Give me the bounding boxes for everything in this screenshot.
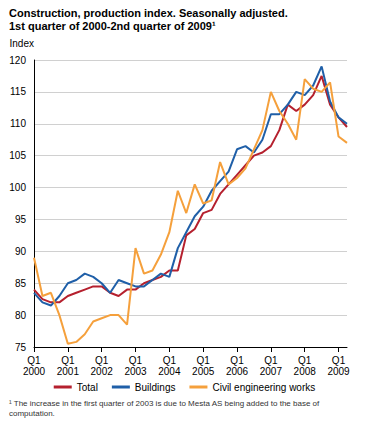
svg-text:Total: Total [77,382,98,393]
svg-text:2003: 2003 [124,366,147,377]
svg-text:2000: 2000 [23,366,46,377]
svg-text:2001: 2001 [57,366,80,377]
svg-text:Q1: Q1 [61,355,75,366]
svg-text:85: 85 [15,278,27,289]
svg-text:Civil engineering works: Civil engineering works [212,382,315,393]
svg-text:Q1: Q1 [27,355,41,366]
svg-text:Q1: Q1 [230,355,244,366]
svg-text:105: 105 [9,150,26,161]
svg-text:95: 95 [15,214,27,225]
svg-text:¹ The increase in the first qu: ¹ The increase in the first quarter of 2… [9,399,322,408]
svg-text:100: 100 [9,182,26,193]
svg-text:Construction, production index: Construction, production index. Seasonal… [9,7,288,19]
svg-text:Q1: Q1 [163,355,177,366]
svg-text:2005: 2005 [192,366,215,377]
svg-text:115: 115 [10,86,26,97]
svg-text:110: 110 [10,118,26,129]
svg-text:2006: 2006 [226,366,249,377]
svg-text:computation.: computation. [9,409,55,418]
svg-text:Q1: Q1 [332,355,346,366]
svg-text:2002: 2002 [91,366,114,377]
svg-text:2004: 2004 [158,366,181,377]
svg-text:Q1: Q1 [129,355,143,366]
svg-text:Q1: Q1 [264,355,278,366]
svg-text:Buildings: Buildings [135,382,176,393]
svg-text:1st quarter of 2000-2nd quarte: 1st quarter of 2000-2nd quarter of 2009¹ [9,20,216,32]
svg-text:2007: 2007 [260,366,283,377]
svg-text:Q1: Q1 [95,355,109,366]
svg-text:75: 75 [15,342,27,353]
svg-text:80: 80 [15,310,27,321]
svg-text:Q1: Q1 [298,355,312,366]
svg-text:120: 120 [9,55,26,66]
svg-text:Q1: Q1 [197,355,211,366]
svg-text:90: 90 [15,246,27,257]
svg-text:2008: 2008 [294,366,317,377]
svg-text:2009: 2009 [327,366,350,377]
svg-text:Index: Index [10,38,34,49]
